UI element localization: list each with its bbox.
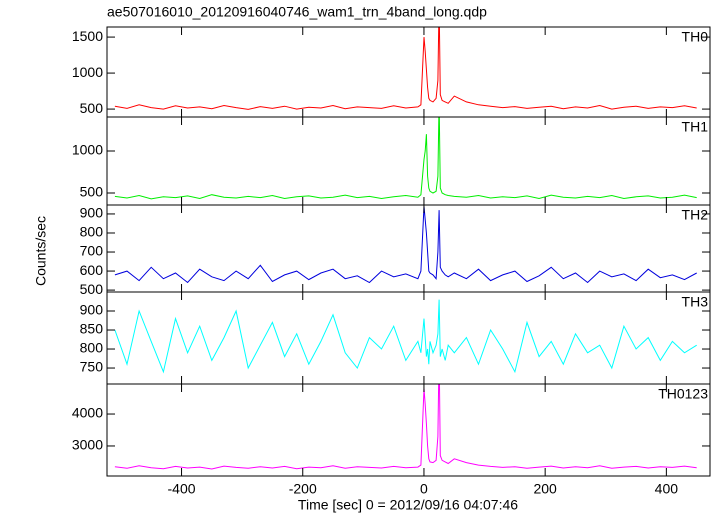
panel-frame (106, 291, 711, 385)
series-line (114, 206, 697, 284)
y-tick-label: 850 (80, 321, 104, 337)
x-tick-label: 400 (655, 481, 679, 497)
chart-title: ae507016010_20120916040746_wam1_trn_4ban… (107, 4, 487, 20)
y-tick-label: 600 (80, 262, 104, 278)
panel-label: TH1 (682, 119, 709, 135)
panel-label: TH3 (682, 294, 709, 310)
y-tick-label: 3000 (72, 437, 103, 453)
y-axis-label: Counts/sec (33, 216, 49, 286)
panel-frame (106, 26, 711, 118)
y-tick-label: 500 (80, 184, 104, 200)
series-line (114, 384, 697, 470)
panel-frame (106, 204, 711, 293)
panel-label: TH0123 (658, 386, 708, 402)
y-tick-label: 4000 (72, 405, 103, 421)
x-tick-label: -400 (168, 481, 196, 497)
y-tick-label: 500 (80, 100, 104, 116)
y-tick-label: 750 (80, 359, 104, 375)
y-tick-label: 1500 (72, 28, 103, 44)
panel-frame (106, 116, 711, 206)
x-tick-label: 200 (533, 481, 557, 497)
y-tick-label: 900 (80, 205, 104, 221)
x-tick-label: -200 (289, 481, 317, 497)
x-tick-label: 0 (420, 481, 428, 497)
series-line (114, 299, 697, 374)
y-tick-label: 1000 (72, 142, 103, 158)
series-line (114, 27, 697, 110)
panel-label: TH2 (682, 207, 709, 223)
y-tick-label: 800 (80, 340, 104, 356)
y-tick-label: 700 (80, 243, 104, 259)
panel-frame (106, 383, 711, 477)
y-tick-label: 800 (80, 224, 104, 240)
series-line (114, 117, 697, 200)
x-axis-label: Time [sec] 0 = 2012/09/16 04:07:46 (298, 497, 518, 513)
y-tick-label: 500 (80, 281, 104, 297)
panel-label: TH0 (682, 29, 709, 45)
y-tick-label: 1000 (72, 64, 103, 80)
y-tick-label: 900 (80, 302, 104, 318)
